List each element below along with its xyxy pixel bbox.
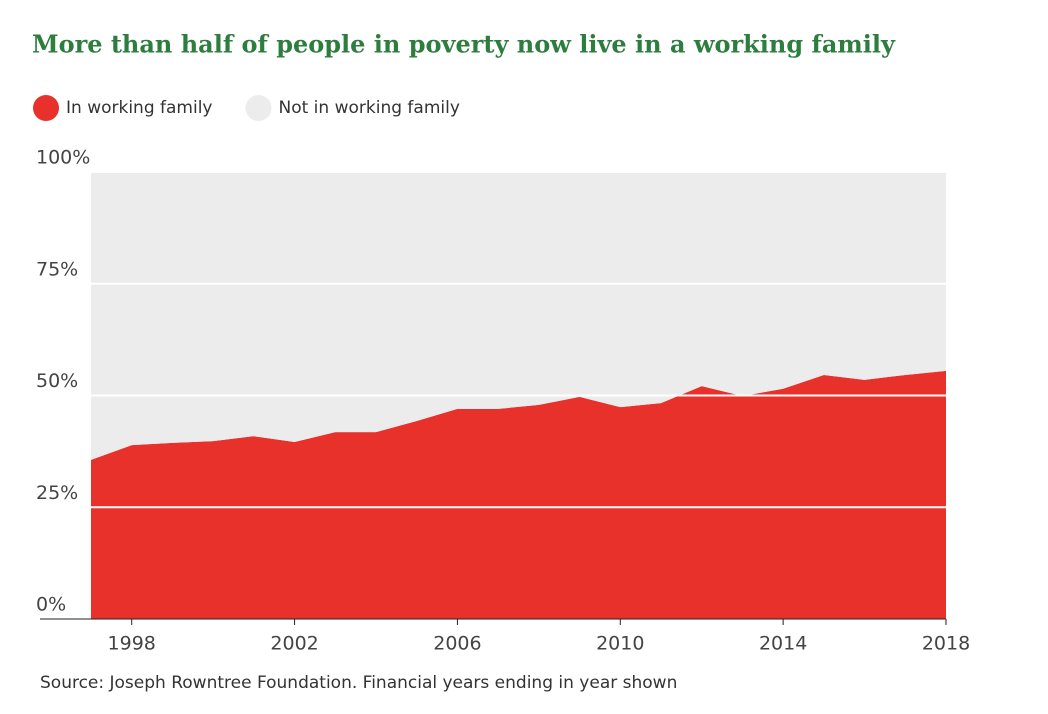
area	[91, 370, 946, 619]
area	[91, 172, 946, 460]
legend-label: In working family	[66, 98, 213, 118]
x-tick-label: 2006	[433, 633, 481, 655]
x-tick-label: 1998	[108, 633, 156, 655]
y-tick-label: 50%	[36, 370, 78, 392]
x-tick-label: 2010	[596, 633, 644, 655]
x-tick-label: 2018	[922, 633, 970, 655]
x-tick-label: 2002	[270, 633, 318, 655]
x-tick-label: 2014	[759, 633, 807, 655]
y-tick-label: 100%	[36, 147, 90, 169]
legend-label: Not in working family	[279, 98, 460, 118]
legend-swatch	[245, 95, 272, 121]
y-tick-label: 75%	[36, 258, 78, 280]
chart-title: More than half of people in poverty now …	[32, 30, 896, 59]
y-tick-label: 25%	[36, 482, 78, 504]
source-note: Source: Joseph Rowntree Foundation. Fina…	[40, 673, 677, 693]
y-tick-label: 0%	[36, 594, 66, 616]
legend-swatch	[33, 95, 59, 121]
